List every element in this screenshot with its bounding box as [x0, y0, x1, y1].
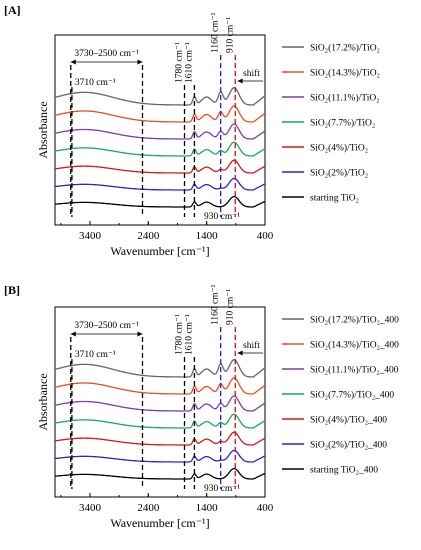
legend-entry: SiO₂(14.3%)/TiO₂_400 [310, 340, 399, 351]
x-tick-label: 400 [257, 230, 274, 242]
series-line [54, 431, 266, 446]
x-axis-label: Wavenumber [cm⁻¹] [110, 244, 209, 258]
range-label: 3730–2500 cm⁻¹ [74, 49, 139, 59]
series-line [54, 177, 266, 191]
label-910: 910 cm⁻¹ [225, 289, 235, 325]
y-axis-label: Absorbance [36, 101, 50, 158]
y-axis-label: Absorbance [36, 373, 50, 430]
series-line [54, 123, 266, 140]
panel-a: [A] 3400 2400 1400 400 Wavenumber [cm⁻¹] Absor… [4, 3, 380, 258]
series-line [54, 395, 266, 412]
x-axis-label: Wavenumber [cm⁻¹] [110, 516, 209, 530]
range-label: 3730–2500 cm⁻¹ [74, 321, 139, 331]
label-1160: 1160 cm⁻¹ [211, 284, 221, 325]
series-line [55, 195, 266, 208]
shift-label: shift [243, 340, 260, 351]
legend-entry: SiO₂(4%)/TiO₂_400 [310, 415, 387, 426]
legend-entry: SiO₂(11.1%)/TiO₂ [310, 93, 380, 104]
x-tick-label: 1400 [196, 230, 219, 242]
label-1610: 1610 cm⁻¹ [184, 42, 194, 83]
plot-frame [54, 306, 266, 498]
legend-entry: starting TiO₂ [310, 194, 359, 204]
legend-entry: SiO₂(2%)/TiO₂ [310, 168, 368, 179]
legend-entry: SiO₂(17.2%)/TiO₂ [310, 43, 380, 54]
panel-label: [B] [4, 283, 20, 297]
series-line [54, 359, 266, 378]
label-1610: 1610 cm⁻¹ [184, 314, 194, 355]
label-3710: 3710 cm⁻¹ [75, 78, 116, 88]
shift-label: shift [243, 68, 260, 79]
series-line [54, 87, 266, 106]
legend-entry: SiO₂(17.2%)/TiO₂_400 [310, 315, 399, 326]
series-line [54, 105, 266, 123]
label-930: 930 cm⁻¹ [204, 484, 240, 494]
series-line [54, 449, 266, 463]
series-line [55, 467, 266, 480]
x-tick-label: 3400 [79, 230, 102, 242]
series-line [54, 377, 266, 395]
legend-entry: SiO₂(7.7%)/TiO₂_400 [310, 390, 394, 401]
label-1160: 1160 cm⁻¹ [211, 12, 221, 53]
label-1780: 1780 cm⁻¹ [175, 42, 185, 83]
legend-entry: SiO₂(11.1%)/TiO₂_400 [310, 365, 399, 376]
legend-entry: SiO₂(7.7%)/TiO₂ [310, 118, 375, 129]
x-tick-label: 3400 [79, 502, 102, 514]
legend-entry: SiO₂(2%)/TiO₂_400 [310, 440, 387, 451]
label-3710: 3710 cm⁻¹ [75, 350, 116, 360]
x-tick-label: 400 [257, 502, 274, 514]
series-line [54, 141, 266, 157]
legend-entry: SiO₂(14.3%)/TiO₂ [310, 68, 380, 79]
legend-entry: SiO₂(4%)/TiO₂ [310, 143, 368, 154]
series-line [54, 413, 266, 429]
label-930: 930 cm⁻¹ [204, 212, 240, 222]
panel-label: [A] [4, 3, 21, 17]
label-910: 910 cm⁻¹ [225, 17, 235, 53]
legend-entry: starting TiO₂_400 [310, 466, 378, 476]
x-tick-label: 2400 [137, 502, 160, 514]
series-line [54, 159, 266, 174]
label-1780: 1780 cm⁻¹ [175, 314, 185, 355]
x-tick-label: 1400 [196, 502, 219, 514]
x-tick-label: 2400 [137, 230, 160, 242]
plot-frame [54, 34, 266, 226]
panel-b: [B] 3400 2400 1400 400 Wavenumber [cm⁻¹] Absor… [4, 283, 399, 530]
